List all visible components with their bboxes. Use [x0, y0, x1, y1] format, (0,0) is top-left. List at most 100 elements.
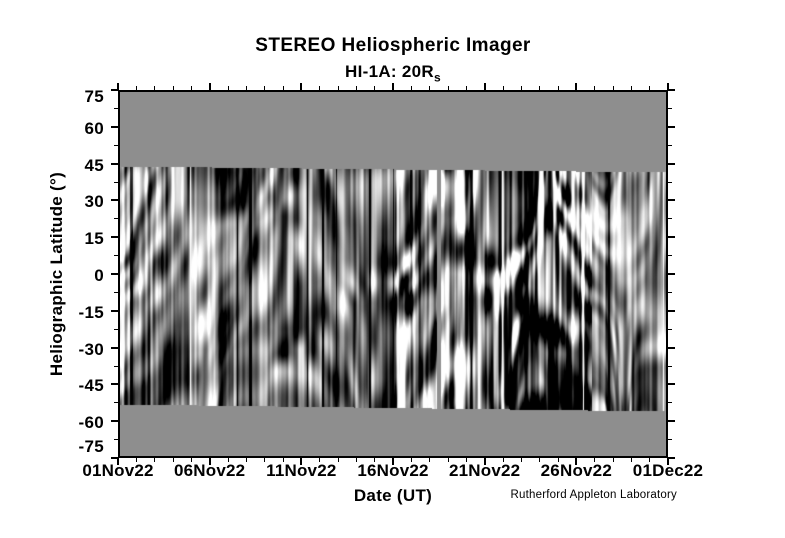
y-tick-label: 0 [94, 266, 104, 285]
y-tick-label: -45 [78, 376, 104, 396]
x-minor-tick-top [337, 86, 339, 90]
x-minor-tick-top [502, 86, 504, 90]
y-major-tick-left [111, 273, 118, 275]
x-minor-tick-top [465, 86, 467, 90]
x-major-tick-bottom [117, 458, 119, 465]
x-minor-tick-bottom [172, 458, 174, 462]
x-major-tick-bottom [392, 458, 394, 465]
y-minor-tick-left [114, 365, 118, 367]
y-minor-tick-right [668, 291, 672, 293]
x-major-tick-top [575, 83, 578, 90]
x-minor-tick-bottom [429, 458, 431, 462]
x-tick-label: 21Nov22 [448, 461, 521, 480]
y-major-tick-left [111, 346, 118, 349]
x-minor-tick-bottom [355, 458, 357, 462]
y-major-tick-right [668, 125, 675, 128]
x-major-tick-bottom [208, 458, 211, 465]
y-tick-label: -30 [78, 339, 104, 359]
x-minor-tick-bottom [502, 458, 504, 462]
y-major-tick-right [668, 420, 675, 423]
y-tick-label: -15 [78, 302, 104, 322]
x-major-tick-bottom [667, 458, 669, 465]
x-major-tick-top [300, 83, 303, 90]
y-minor-tick-left [114, 144, 118, 146]
x-minor-tick-bottom [264, 458, 266, 462]
y-minor-tick-right [668, 144, 672, 146]
y-minor-tick-left [114, 328, 118, 330]
x-minor-tick-top [410, 86, 412, 90]
x-minor-tick-bottom [612, 458, 614, 462]
y-tick-label: 15 [84, 229, 104, 249]
y-minor-tick-left [114, 439, 118, 441]
x-minor-tick-top [557, 86, 559, 90]
y-major-tick-right [668, 273, 675, 275]
x-tick-label: 06Nov22 [173, 461, 246, 480]
x-minor-tick-top [135, 86, 137, 90]
plot-frame [111, 83, 675, 465]
chart-title: STEREO Heliospheric Imager [255, 35, 531, 56]
y-minor-tick-right [668, 328, 672, 330]
y-minor-tick-right [668, 255, 672, 257]
y-minor-tick-right [668, 181, 672, 183]
subtitle-text: HI-1A: 20R [345, 62, 434, 81]
x-tick-label: 01Dec22 [632, 461, 704, 480]
y-minor-tick-right [668, 107, 672, 109]
y-tick-label: 30 [84, 192, 104, 212]
x-minor-tick-top [447, 86, 449, 90]
x-tick-label: 01Nov22 [82, 461, 154, 480]
x-minor-tick-bottom [374, 458, 376, 462]
y-minor-tick-right [668, 402, 672, 404]
x-major-tick-top [208, 83, 211, 90]
y-major-tick-left [111, 309, 118, 312]
y-major-tick-right [668, 346, 675, 349]
x-minor-tick-bottom [539, 458, 541, 462]
y-major-tick-left [111, 457, 118, 459]
y-major-tick-left [111, 383, 118, 386]
y-major-tick-left [111, 420, 118, 423]
y-minor-tick-left [114, 402, 118, 404]
x-major-tick-top [483, 83, 486, 90]
x-minor-tick-top [264, 86, 266, 90]
y-tick-label: -75 [78, 437, 104, 456]
x-minor-tick-top [282, 86, 284, 90]
x-major-tick-bottom [300, 458, 303, 465]
x-major-tick-bottom [483, 458, 486, 465]
x-minor-tick-top [429, 86, 431, 90]
y-minor-tick-right [668, 439, 672, 441]
y-major-tick-left [111, 236, 118, 239]
y-major-tick-right [668, 162, 675, 165]
y-major-tick-right [668, 199, 675, 202]
x-minor-tick-bottom [337, 458, 339, 462]
y-minor-tick-left [114, 255, 118, 257]
x-minor-tick-bottom [649, 458, 651, 462]
x-minor-tick-top [539, 86, 541, 90]
y-major-tick-right [668, 236, 675, 239]
x-major-tick-top [667, 83, 669, 90]
x-minor-tick-top [245, 86, 247, 90]
x-axis-label: Date (UT) [353, 486, 433, 505]
y-minor-tick-right [668, 218, 672, 220]
x-tick-label: 11Nov22 [266, 461, 337, 480]
x-minor-tick-bottom [319, 458, 321, 462]
y-tick-label: -60 [78, 413, 104, 433]
x-minor-tick-bottom [594, 458, 596, 462]
x-minor-tick-top [594, 86, 596, 90]
y-major-tick-right [668, 309, 675, 312]
x-minor-tick-top [649, 86, 651, 90]
x-minor-tick-bottom [520, 458, 522, 462]
x-minor-tick-top [154, 86, 156, 90]
y-major-tick-right [668, 383, 675, 386]
credit-text: Rutherford Appleton Laboratory [510, 489, 677, 501]
x-minor-tick-bottom [447, 458, 449, 462]
x-minor-tick-bottom [154, 458, 156, 462]
y-major-tick-left [111, 199, 118, 202]
x-minor-tick-bottom [227, 458, 229, 462]
x-minor-tick-top [520, 86, 522, 90]
subtitle-subscript: s [433, 70, 441, 85]
y-tick-label: 60 [84, 118, 104, 138]
y-minor-tick-left [114, 107, 118, 109]
x-minor-tick-top [374, 86, 376, 90]
x-major-tick-top [392, 83, 394, 90]
x-tick-label: 16Nov22 [357, 461, 429, 480]
